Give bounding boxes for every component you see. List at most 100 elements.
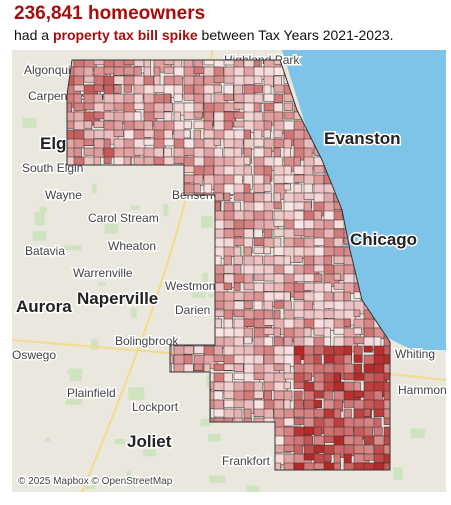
tract: [313, 381, 326, 392]
tract: [333, 354, 345, 365]
place-label: Lockport: [132, 400, 179, 414]
tract: [293, 255, 303, 263]
tract: [173, 156, 186, 164]
place-label: Whiting: [395, 347, 435, 361]
tract: [243, 75, 255, 85]
tract: [293, 462, 305, 470]
place-label: Oswego: [12, 348, 56, 362]
tract: [373, 462, 390, 470]
park: [410, 428, 426, 438]
tract: [233, 255, 243, 265]
tract: [143, 138, 156, 146]
tract: [233, 282, 241, 291]
tract: [283, 363, 291, 375]
tract: [93, 120, 105, 128]
place-label: Chicago: [350, 230, 417, 249]
tract: [133, 75, 145, 87]
tract: [163, 129, 173, 140]
tract: [253, 228, 263, 238]
park: [126, 470, 131, 478]
tract: [173, 93, 183, 102]
tract: [73, 147, 82, 158]
tract: [313, 237, 326, 246]
tract: [163, 66, 175, 74]
tract: [383, 345, 390, 356]
tract: [383, 426, 390, 438]
tract: [273, 291, 292, 301]
tract: [263, 336, 274, 347]
tract: [253, 246, 264, 254]
tract: [183, 120, 192, 130]
place-label: Plainfield: [67, 386, 116, 400]
tract: [363, 363, 376, 373]
tract: [383, 444, 390, 456]
tract: [353, 327, 362, 335]
park: [246, 485, 260, 492]
tract: [223, 390, 235, 399]
place-label: Aurora: [16, 297, 72, 316]
tract: [193, 138, 206, 149]
tract: [283, 444, 296, 452]
tract: [233, 75, 246, 87]
tract: [373, 453, 385, 463]
tract: [263, 183, 272, 192]
tract: [203, 93, 212, 104]
tract: [343, 318, 351, 327]
tract: [263, 237, 275, 249]
park: [208, 433, 221, 442]
tract: [113, 66, 126, 76]
tract: [193, 183, 201, 195]
place-label: Warrenville: [73, 266, 133, 280]
park: [45, 437, 51, 442]
tract: [233, 372, 246, 381]
tract: [193, 363, 204, 371]
tract: [343, 426, 354, 436]
tract: [213, 354, 225, 362]
tract: [313, 273, 323, 283]
tract: [253, 93, 264, 104]
tract: [233, 273, 246, 284]
tract: [73, 138, 85, 149]
tract: [213, 129, 226, 140]
park: [114, 439, 126, 445]
park: [65, 399, 83, 405]
tract: [183, 129, 191, 139]
tract: [283, 390, 293, 402]
tract: [353, 390, 366, 398]
tract: [223, 192, 231, 202]
tract: [253, 138, 265, 148]
tract: [333, 381, 346, 391]
tract: [383, 336, 390, 348]
subtitle-emphasis: property tax bill spike: [52, 27, 198, 43]
tract: [163, 102, 174, 112]
attribution: © 2025 Mapbox © OpenStreetMap: [18, 476, 173, 487]
tract: [303, 435, 314, 446]
place-label: Westmont: [165, 279, 219, 293]
tract: [213, 66, 224, 78]
tract: [273, 84, 286, 93]
tract: [83, 120, 93, 129]
tract: [333, 273, 341, 281]
tract: [323, 435, 335, 443]
subtitle-text: between Tax Years 2021-2023.: [197, 27, 394, 43]
tract: [183, 363, 194, 372]
tract: [113, 84, 122, 94]
tract: [203, 129, 215, 139]
tract: [283, 237, 296, 248]
tract: [363, 462, 375, 470]
place-label: Carol Stream: [88, 211, 159, 225]
tract: [383, 372, 390, 381]
tract: [193, 111, 203, 119]
tract: [213, 399, 224, 410]
tract: [213, 309, 226, 317]
park: [192, 292, 206, 298]
place-label: Evanston: [324, 129, 401, 148]
place-label: Bolingbrook: [115, 334, 179, 348]
tract: [383, 417, 390, 425]
park: [130, 205, 140, 210]
park: [201, 215, 213, 229]
tract: [123, 84, 132, 93]
tract: [213, 84, 222, 94]
tract: [373, 426, 383, 437]
park: [98, 282, 107, 286]
